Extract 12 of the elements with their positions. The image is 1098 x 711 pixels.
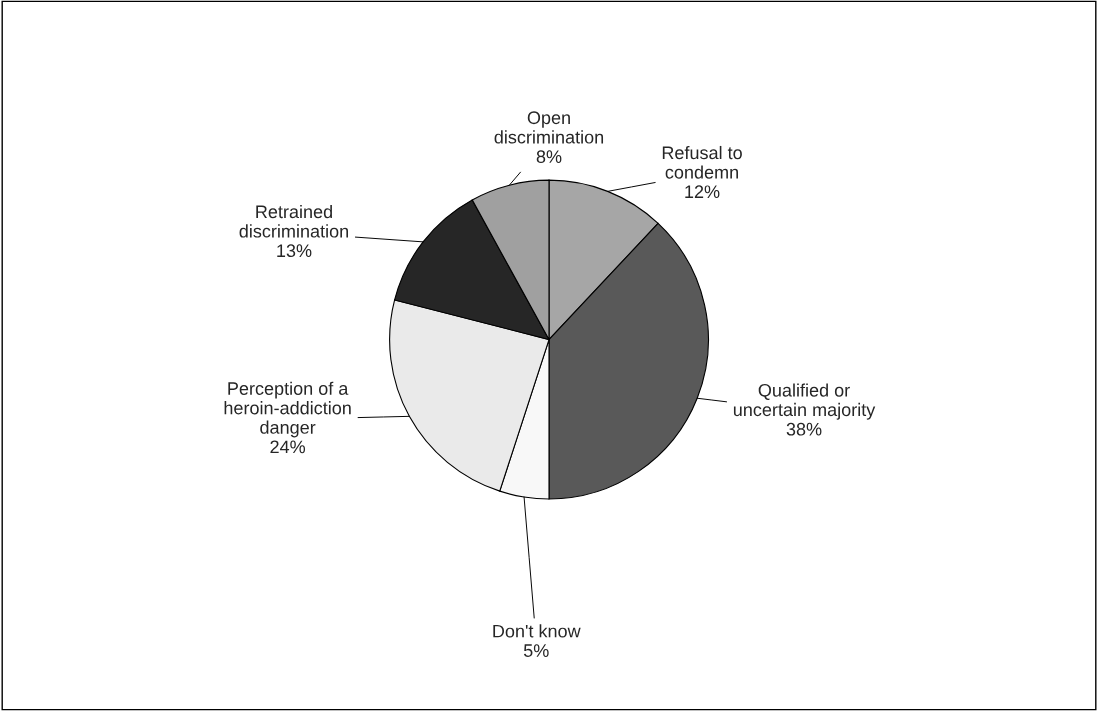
slice-label: Don't know <box>493 624 581 638</box>
slice-label: Refusal to condemn <box>662 145 742 179</box>
slice-label: Retrained discrimination <box>239 204 348 238</box>
slice-label: Open discrimination <box>494 111 604 144</box>
data-label: 38% <box>786 422 822 436</box>
data-label: 24% <box>270 440 306 454</box>
data-label: 8% <box>536 150 562 164</box>
slice-label: Perception of a heroin-addiction danger <box>224 381 351 438</box>
slice-label: Qualified or uncertain majority <box>733 383 876 420</box>
data-label: 13% <box>277 244 312 258</box>
data-label: 12% <box>685 185 720 199</box>
data-label: 5% <box>523 644 549 657</box>
